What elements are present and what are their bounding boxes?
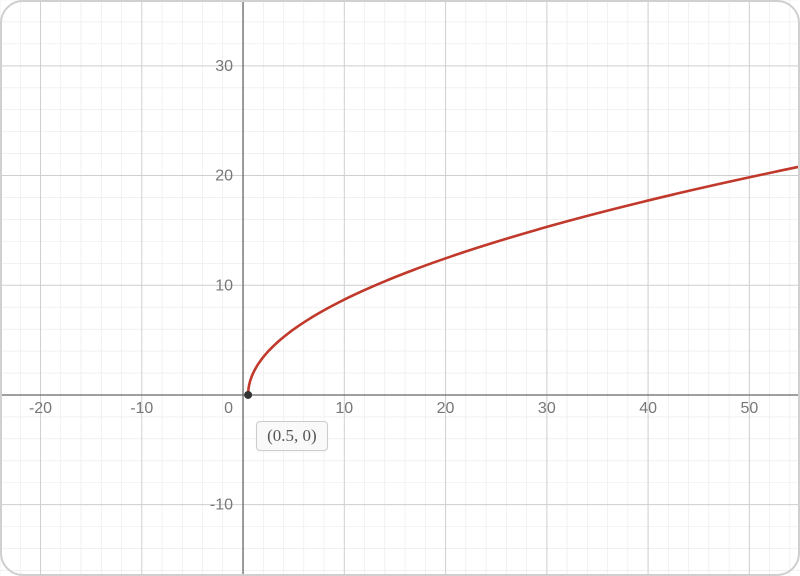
x-tick-label: 50 <box>740 400 758 417</box>
x-tick-label: 10 <box>335 400 353 417</box>
origin-label: 0 <box>224 400 233 417</box>
y-tick-label: 10 <box>215 277 233 294</box>
point-marker <box>244 391 252 399</box>
x-tick-label: 40 <box>639 400 657 417</box>
y-tick-label: -10 <box>210 497 233 514</box>
x-tick-label: -10 <box>130 400 153 417</box>
plot-bg <box>0 0 800 576</box>
function-plot: -20 -10 10 20 30 40 50 -10 10 20 30 0 <box>0 0 800 576</box>
y-tick-label: 20 <box>215 168 233 185</box>
x-tick-label: 30 <box>538 400 556 417</box>
y-tick-label: 30 <box>215 58 233 75</box>
x-tick-label: 20 <box>437 400 455 417</box>
point-label-text: (0.5, 0) <box>267 426 317 445</box>
point-label: (0.5, 0) <box>256 421 328 451</box>
x-tick-label: -20 <box>29 400 52 417</box>
